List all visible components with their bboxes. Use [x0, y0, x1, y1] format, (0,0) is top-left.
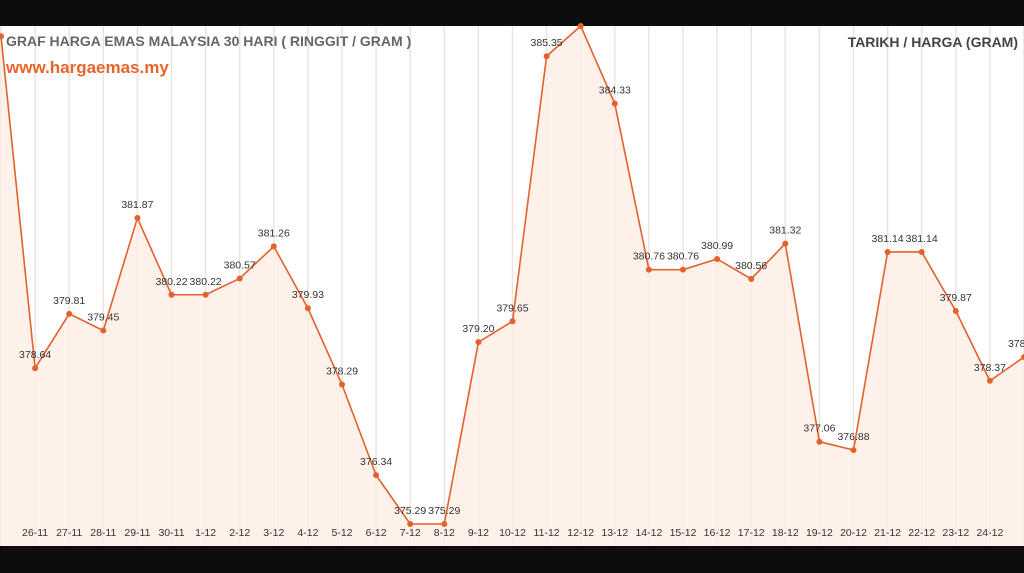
x-tick-label: 1-12: [195, 527, 216, 539]
data-point: [952, 308, 959, 315]
x-tick-label: 4-12: [297, 527, 318, 539]
x-tick-label: 28-11: [90, 527, 116, 539]
x-tick-label: 9-12: [468, 527, 489, 539]
data-label: 380.76: [667, 251, 699, 263]
data-label: 384.33: [599, 85, 631, 97]
data-label: 380.57: [224, 259, 256, 271]
x-tick-label: 12-12: [567, 527, 594, 539]
data-label: 380.22: [190, 276, 222, 288]
x-tick-label: 24-12: [976, 527, 1003, 539]
data-point: [645, 266, 652, 273]
x-tick-label: 15-12: [670, 527, 697, 539]
data-point: [407, 521, 414, 527]
x-tick-label: 10-12: [499, 527, 526, 539]
x-tick-label: 22-12: [908, 527, 935, 539]
data-label: 378.64: [19, 349, 51, 361]
data-point: [373, 472, 380, 479]
data-point: [304, 305, 311, 312]
data-point: [270, 243, 277, 250]
chart-subtitle-site[interactable]: www.hargaemas.my: [5, 58, 169, 77]
data-label: 379.87: [940, 292, 972, 304]
data-label: 381.26: [258, 227, 290, 239]
data-point: [986, 377, 993, 384]
data-label: 381.14: [872, 233, 904, 245]
x-tick-label: 19-12: [806, 527, 833, 539]
data-point: [918, 248, 925, 255]
data-point: [884, 248, 891, 255]
data-label: 379.20: [462, 323, 494, 335]
data-point: [816, 438, 823, 445]
data-label: 376.88: [837, 431, 869, 443]
x-tick-label: 6-12: [366, 527, 387, 539]
data-label: 376.34: [360, 456, 392, 468]
data-label: 381.14: [906, 233, 938, 245]
x-tick-label: 30-11: [158, 527, 184, 539]
data-label: 385.35: [531, 37, 563, 49]
x-tick-label: 3-12: [263, 527, 284, 539]
data-label: 380.76: [633, 251, 665, 263]
data-label: 379.93: [292, 289, 324, 301]
data-label: 378.29: [326, 366, 358, 378]
data-label: 377.06: [803, 423, 835, 435]
data-point: [1021, 354, 1024, 361]
data-label: 380.56: [735, 260, 767, 272]
data-point: [680, 266, 686, 273]
data-point: [782, 240, 789, 247]
data-point: [0, 33, 4, 40]
data-label: 380.99: [701, 240, 733, 252]
data-point: [748, 275, 755, 282]
x-tick-label: 11-12: [534, 527, 560, 539]
x-tick-label: 16-12: [704, 527, 731, 539]
data-label: 378.37: [974, 362, 1006, 374]
data-point: [100, 327, 107, 334]
data-point: [32, 365, 39, 372]
data-point: [714, 255, 721, 262]
x-tick-label: 21-12: [874, 527, 901, 539]
data-point: [66, 310, 73, 317]
data-label: 379.81: [53, 295, 85, 307]
x-tick-label: 8-12: [434, 527, 455, 539]
data-point: [543, 53, 550, 60]
data-point: [577, 22, 584, 29]
data-label: 375.29: [428, 505, 460, 517]
data-point: [339, 381, 345, 388]
chart-title: GRAF HARGA EMAS MALAYSIA 30 HARI ( RINGG…: [6, 33, 411, 49]
x-tick-label: 23-12: [942, 527, 969, 539]
x-tick-label: 13-12: [601, 527, 628, 539]
x-tick-label: 18-12: [772, 527, 799, 539]
data-point: [168, 291, 175, 298]
data-label: 375.29: [394, 505, 426, 517]
data-label: 381.87: [121, 199, 153, 211]
chart-legend: TARIKH / HARGA (GRAM): [848, 34, 1018, 50]
data-point: [611, 100, 618, 107]
data-point: [441, 521, 448, 527]
data-point: [134, 215, 141, 222]
data-point: [236, 275, 243, 282]
data-point: [202, 291, 209, 298]
data-label: 378.88: [1008, 338, 1024, 350]
data-label: 379.45: [87, 312, 119, 324]
x-tick-label: 26-11: [22, 527, 48, 539]
data-label: 380.22: [155, 276, 187, 288]
data-point: [475, 339, 482, 346]
data-point: [850, 447, 857, 454]
x-tick-label: 20-12: [840, 527, 867, 539]
data-label: 379.65: [496, 302, 528, 314]
data-label: 381.32: [769, 225, 801, 237]
x-tick-label: 7-12: [400, 527, 421, 539]
x-tick-label: 27-11: [56, 527, 82, 539]
x-tick-label: 17-12: [738, 527, 765, 539]
x-tick-label: 2-12: [229, 527, 250, 539]
x-tick-label: 14-12: [635, 527, 662, 539]
area-fill: [1, 25, 1024, 547]
x-tick-label: 5-12: [331, 527, 352, 539]
x-tick-label: 29-11: [124, 527, 150, 539]
data-point: [509, 318, 516, 325]
